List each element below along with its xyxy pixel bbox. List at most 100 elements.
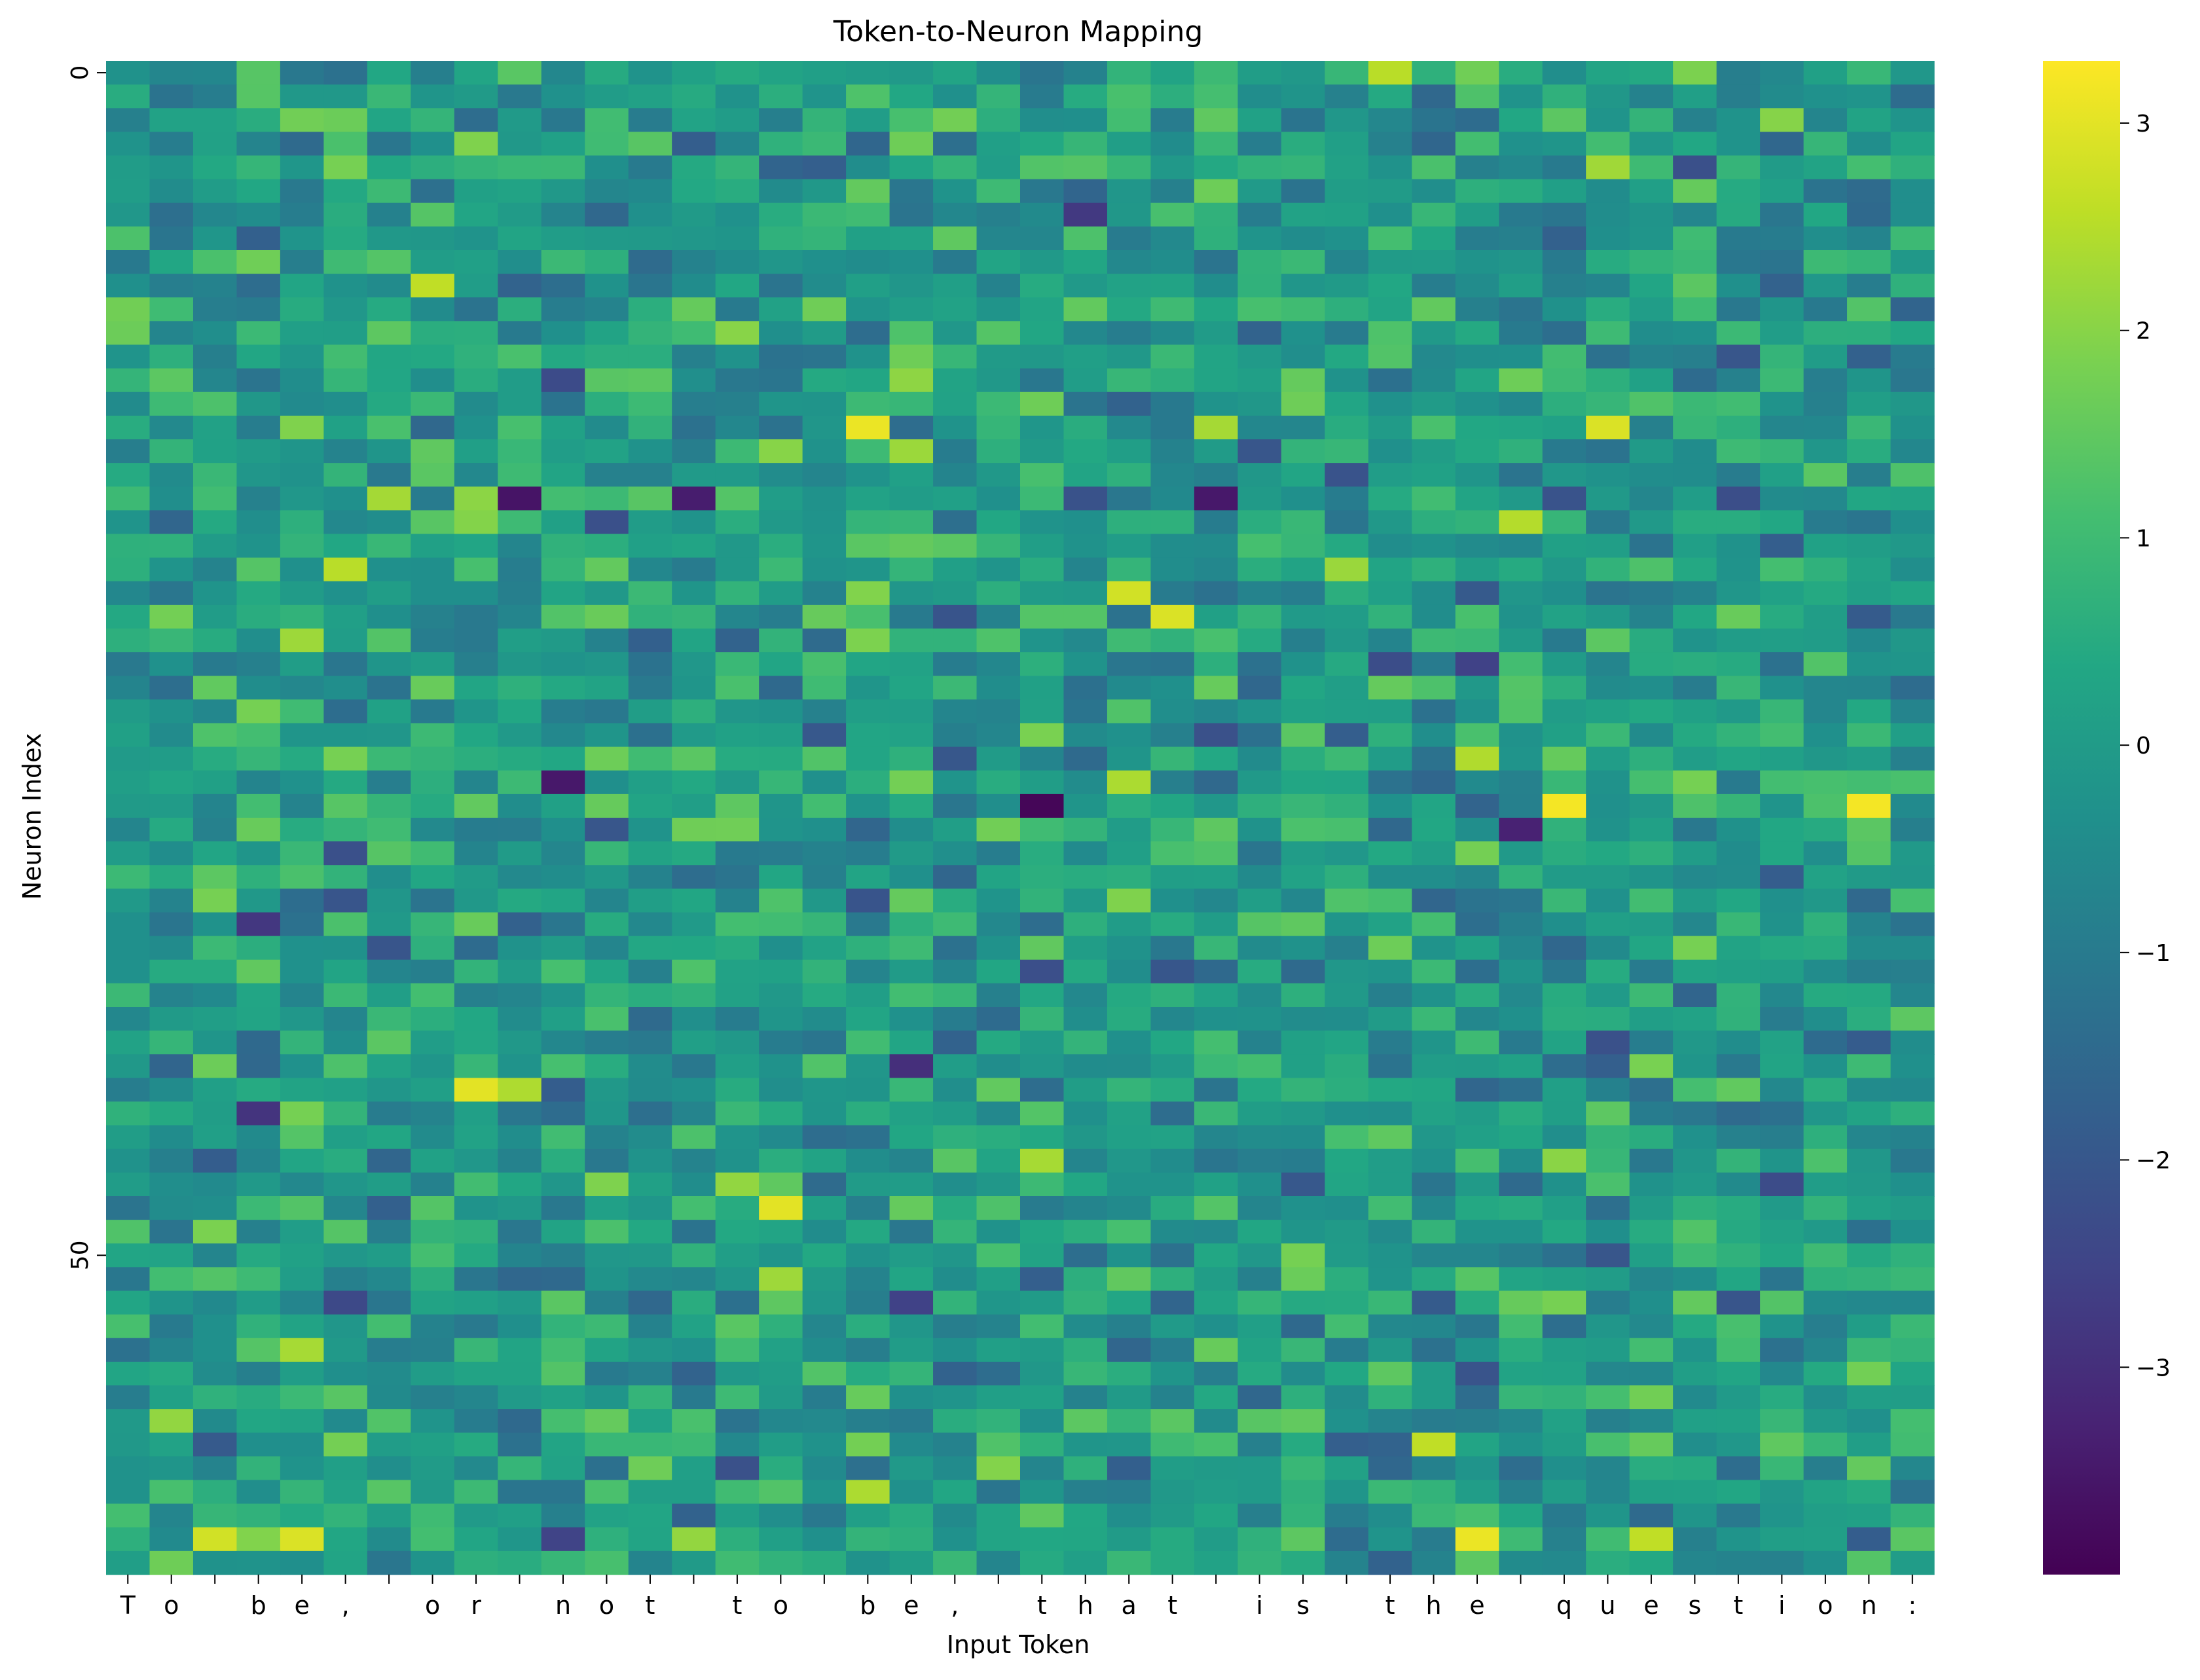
heatmap-cell (149, 534, 194, 558)
heatmap-cell (1412, 841, 1456, 866)
heatmap-cell (1803, 534, 1848, 558)
heatmap-cell (149, 1172, 194, 1197)
heatmap-cell (1325, 202, 1369, 227)
heatmap-cell (541, 1314, 585, 1339)
heatmap-cell (367, 912, 411, 937)
heatmap-cell (1194, 676, 1238, 700)
heatmap-cell (628, 912, 672, 937)
heatmap-cell (976, 250, 1021, 274)
heatmap-cell (1063, 1456, 1108, 1481)
heatmap-cell (323, 1503, 368, 1528)
heatmap-cell (1368, 155, 1412, 180)
heatmap-cell (715, 368, 760, 393)
heatmap-cell (1107, 368, 1152, 393)
heatmap-cell (585, 84, 629, 109)
heatmap-cell (236, 557, 281, 582)
heatmap-cell (106, 1054, 151, 1078)
heatmap-cell (1716, 297, 1761, 321)
heatmap-cell (1281, 439, 1325, 464)
heatmap-cell (1150, 297, 1195, 321)
heatmap-cell (1629, 629, 1674, 653)
heatmap-cell (759, 604, 803, 629)
heatmap-cell (759, 321, 803, 346)
heatmap-cell (1803, 652, 1848, 676)
heatmap-cell (1803, 250, 1848, 274)
heatmap-cell (192, 202, 238, 227)
heatmap-cell (192, 1125, 238, 1150)
heatmap-cell (1890, 581, 1935, 606)
heatmap-cell (1499, 959, 1543, 984)
heatmap-cell (759, 746, 803, 771)
heatmap-cell (1890, 155, 1935, 180)
heatmap-cell (1150, 368, 1195, 393)
heatmap-cell (1716, 841, 1761, 866)
heatmap-cell (1803, 818, 1848, 842)
heatmap-cell (1150, 415, 1195, 440)
heatmap-cell (541, 1172, 585, 1197)
heatmap-cell (106, 179, 151, 204)
heatmap-cell (1673, 463, 1717, 487)
heatmap-cell (236, 250, 281, 274)
heatmap-cell (715, 1054, 760, 1078)
heatmap-cell (1499, 179, 1543, 204)
heatmap-cell (846, 297, 890, 321)
heatmap-cell (1281, 61, 1325, 85)
heatmap-cell (672, 1503, 716, 1528)
heatmap-cell (715, 1078, 760, 1103)
heatmap-cell (367, 699, 411, 724)
heatmap-cell (672, 676, 716, 700)
heatmap-cell (106, 392, 151, 416)
heatmap-cell (1803, 1125, 1848, 1150)
heatmap-cell (1499, 1078, 1543, 1103)
heatmap-cell (976, 132, 1021, 156)
heatmap-cell (1281, 155, 1325, 180)
heatmap-cell (454, 274, 498, 298)
heatmap-cell (1194, 1409, 1238, 1433)
heatmap-cell (1063, 1480, 1108, 1505)
heatmap-cell (672, 1243, 716, 1268)
heatmap-cell (715, 1125, 760, 1150)
heatmap-cell (1325, 865, 1369, 889)
heatmap-cell (498, 250, 542, 274)
heatmap-cell (672, 1148, 716, 1173)
heatmap-cell (192, 1456, 238, 1481)
heatmap-cell (367, 1031, 411, 1055)
heatmap-cell (1673, 652, 1717, 676)
heatmap-cell (1325, 959, 1369, 984)
heatmap-cell (1325, 1456, 1369, 1481)
heatmap-cell (1673, 1361, 1717, 1386)
heatmap-cell (454, 534, 498, 558)
heatmap-cell (1890, 1243, 1935, 1268)
heatmap-cell (715, 1527, 760, 1552)
heatmap-cell (1586, 1007, 1630, 1031)
heatmap-cell (1194, 179, 1238, 204)
heatmap-cell (759, 1031, 803, 1055)
heatmap-cell (106, 1220, 151, 1244)
x-tick-label: o (599, 1591, 614, 1620)
heatmap-cell (1325, 108, 1369, 132)
heatmap-cell (149, 676, 194, 700)
heatmap-cell (280, 321, 324, 346)
heatmap-cell (672, 770, 716, 795)
heatmap-cell (585, 1267, 629, 1292)
heatmap-cell (411, 61, 455, 85)
heatmap-cell (672, 936, 716, 960)
heatmap-cell (1716, 1054, 1761, 1078)
heatmap-cell (802, 368, 847, 393)
heatmap-cell (1020, 202, 1065, 227)
heatmap-cell (846, 1101, 890, 1126)
heatmap-cell (802, 202, 847, 227)
heatmap-cell (759, 274, 803, 298)
heatmap-cell (846, 629, 890, 653)
heatmap-cell (672, 723, 716, 748)
heatmap-cell (585, 794, 629, 818)
heatmap-cell (1063, 629, 1108, 653)
heatmap-cell (149, 983, 194, 1008)
heatmap-cell (628, 723, 672, 748)
heatmap-cell (1194, 250, 1238, 274)
heatmap-cell (889, 1101, 934, 1126)
heatmap-cell (585, 1125, 629, 1150)
heatmap-cell (1716, 132, 1761, 156)
heatmap-cell (323, 1243, 368, 1268)
